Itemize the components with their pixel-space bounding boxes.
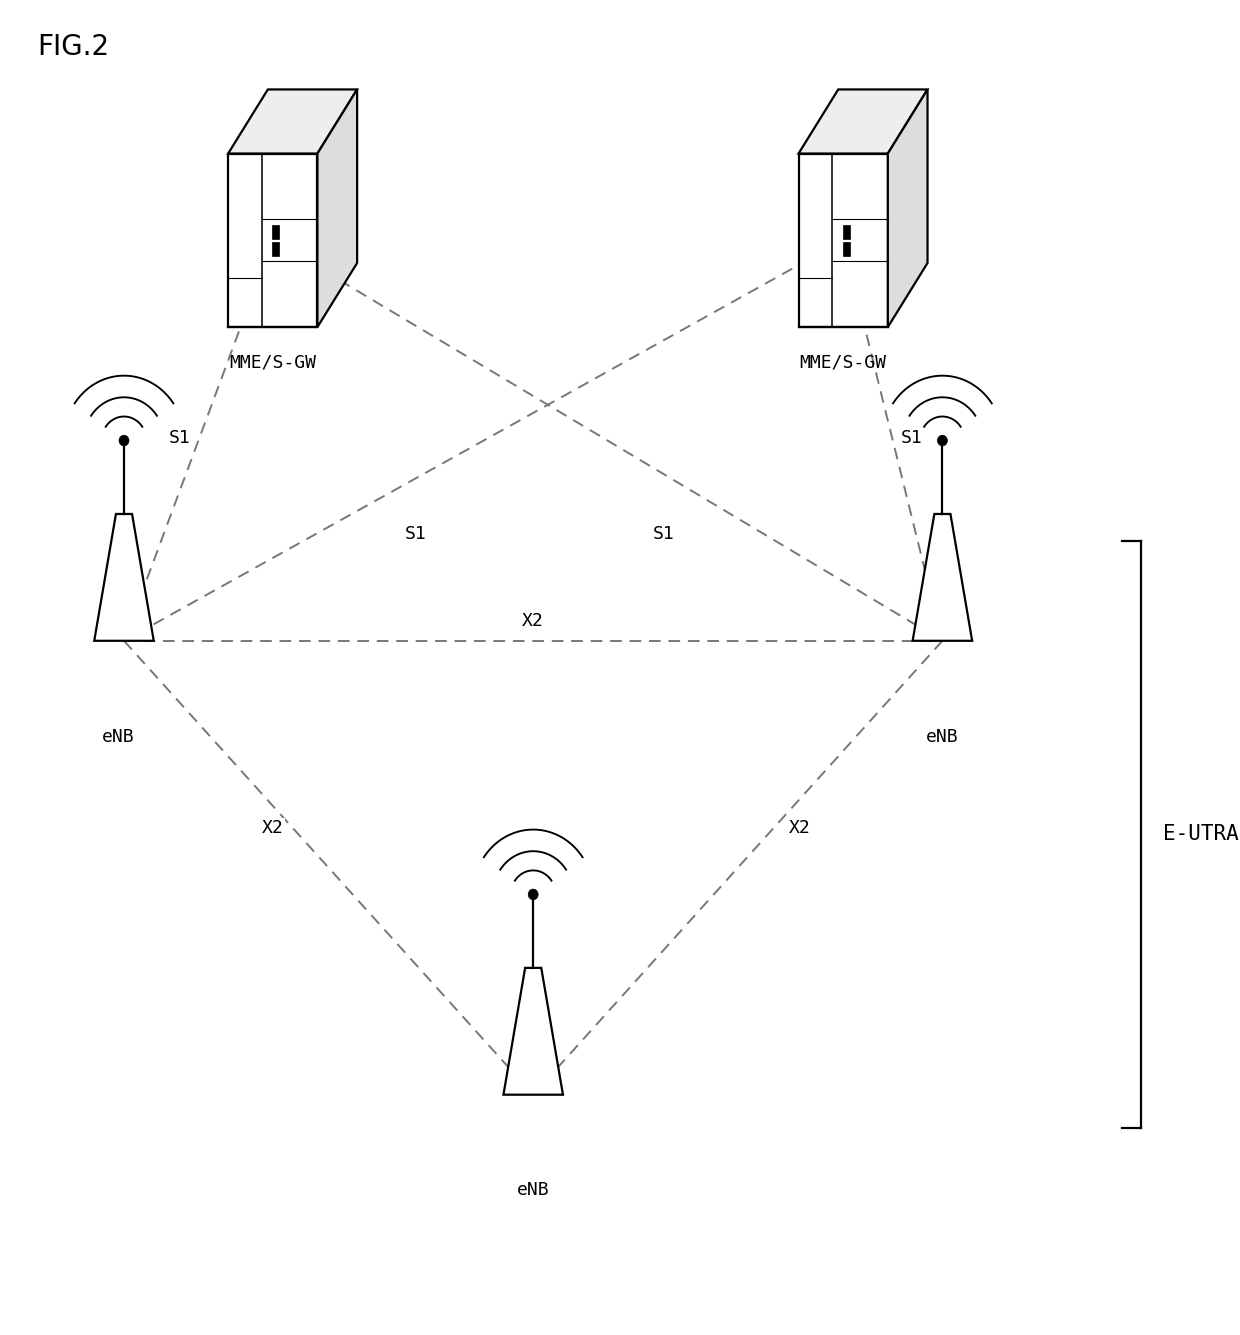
Bar	[273, 224, 279, 239]
Text: S1: S1	[652, 525, 675, 543]
Text: X2: X2	[262, 818, 284, 837]
Text: S1: S1	[900, 429, 923, 447]
Polygon shape	[799, 89, 928, 154]
Circle shape	[119, 435, 129, 446]
Text: MME/S-GW: MME/S-GW	[229, 354, 316, 371]
Text: E-UTRAN: E-UTRAN	[1163, 825, 1240, 844]
Text: S1: S1	[404, 525, 427, 543]
Polygon shape	[799, 154, 888, 327]
Polygon shape	[94, 514, 154, 641]
Polygon shape	[503, 968, 563, 1095]
Circle shape	[937, 435, 947, 446]
Polygon shape	[317, 89, 357, 327]
Circle shape	[528, 889, 538, 900]
Text: MME/S-GW: MME/S-GW	[800, 354, 887, 371]
Bar	[843, 224, 849, 239]
Text: X2: X2	[522, 611, 544, 630]
Polygon shape	[913, 514, 972, 641]
Polygon shape	[888, 89, 928, 327]
Text: X2: X2	[789, 818, 811, 837]
Polygon shape	[228, 154, 317, 327]
Text: eNB: eNB	[517, 1181, 549, 1199]
Text: S1: S1	[169, 429, 191, 447]
Text: FIG.2: FIG.2	[37, 33, 109, 61]
Text: eNB: eNB	[926, 728, 959, 745]
Text: eNB: eNB	[102, 728, 134, 745]
Polygon shape	[228, 89, 357, 154]
Bar	[273, 242, 279, 256]
Bar	[843, 242, 849, 256]
